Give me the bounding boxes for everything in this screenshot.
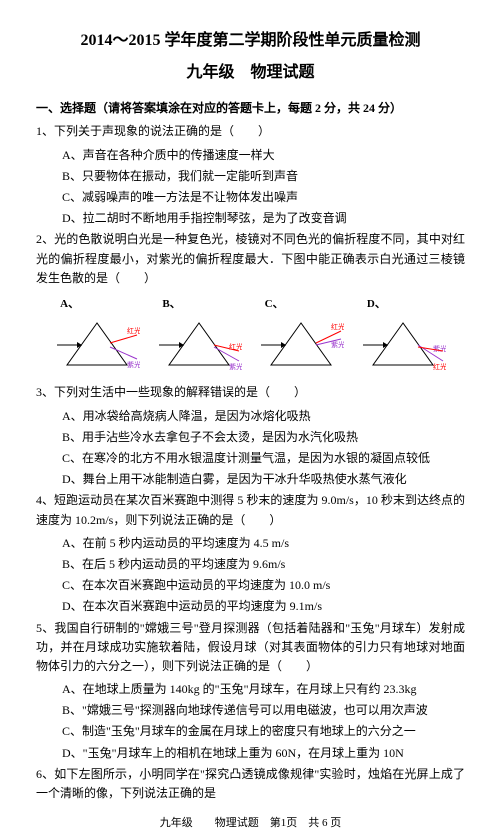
purple-label-d: 紫光	[433, 344, 446, 353]
q5-optB: B、"嫦娥三号"探测器向地球传递信号可以用电磁波，也可以用次声波	[36, 701, 465, 720]
prism-a-label: A、	[60, 296, 79, 314]
q3-optA: A、用冰袋给高烧病人降温，是因为冰熔化吸热	[36, 407, 465, 426]
prism-c-label: C、	[265, 296, 284, 314]
red-label-c: 红光	[331, 322, 344, 331]
q1-stem: 1、下列关于声现象的说法正确的是（ ）	[36, 122, 465, 141]
q2-stem: 2、光的色散说明白光是一种复色光，棱镜对不同色光的偏折程度不同，其中对红光的偏折…	[36, 230, 465, 288]
q3-optC: C、在寒冷的北方不用水银温度计测量气温，是因为水银的凝固点较低	[36, 449, 465, 468]
title-main: 2014～2015 学年度第二学期阶段性单元质量检测	[36, 28, 465, 54]
prism-a-svg: 红光 紫光	[55, 315, 140, 373]
q6-stem: 6、如下左图所示，小明同学在"探究凸透镜成像规律"实验时，烛焰在光屏上成了一个清…	[36, 765, 465, 803]
q4-optC: C、在本次百米赛跑中运动员的平均速度为 10.0 m/s	[36, 576, 465, 595]
prism-b-svg: 红光 紫光	[157, 315, 242, 373]
title-sub: 九年级 物理试题	[36, 60, 465, 86]
q1-optB: B、只要物体在振动，我们就一定能听到声音	[36, 167, 465, 186]
section-header: 一、选择题（请将答案填涂在对应的答题卡上，每题 2 分，共 24 分）	[36, 99, 465, 118]
q1-optD: D、拉二胡时不断地用手指控制琴弦，是为了改变音调	[36, 209, 465, 228]
q3-optD: D、舞台上用干冰能制造白雾，是因为干冰升华吸热使水蒸气液化	[36, 470, 465, 489]
q1-optA: A、声音在各种介质中的传播速度一样大	[36, 146, 465, 165]
q3-optB: B、用手沾些冷水去拿包子不会太烫，是因为水汽化吸热	[36, 428, 465, 447]
purple-label-a: 紫光	[127, 360, 140, 369]
q4-optD: D、在本次百米赛跑中运动员的平均速度为 9.1m/s	[36, 597, 465, 616]
q5-stem: 5、我国自行研制的"嫦娥三号"登月探测器（包括着陆器和"玉兔"月球车）发射成功，…	[36, 619, 465, 677]
q5-optD: D、"玉兔"月球车上的相机在地球上重为 60N，在月球上重为 10N	[36, 744, 465, 763]
q3-stem: 3、下列对生活中一些现象的解释错误的是（ ）	[36, 383, 465, 402]
q4-optB: B、在后 5 秒内运动员的平均速度为 9.6m/s	[36, 555, 465, 574]
q5-optA: A、在地球上质量为 140kg 的"玉兔"月球车，在月球上只有约 23.3kg	[36, 680, 465, 699]
q1-optC: C、减弱噪声的唯一方法是不让物体发出噪声	[36, 188, 465, 207]
q4-stem: 4、短跑运动员在某次百米赛跑中测得 5 秒末的速度为 9.0m/s，10 秒末到…	[36, 491, 465, 529]
purple-label-c: 紫光	[331, 340, 344, 349]
red-label-a: 红光	[127, 326, 140, 335]
prism-b: B、 红光 紫光	[154, 296, 244, 374]
prism-b-label: B、	[162, 296, 180, 314]
q4-optA: A、在前 5 秒内运动员的平均速度为 4.5 m/s	[36, 534, 465, 553]
purple-label-b: 紫光	[229, 362, 242, 371]
prism-row: A、 红光 紫光 B、 红光 紫光 C、 红光	[36, 296, 465, 374]
red-label-d: 红光	[433, 362, 446, 371]
prism-d-svg: 紫光 红光	[361, 315, 446, 373]
prism-a: A、 红光 紫光	[52, 296, 142, 374]
prism-d: D、 紫光 红光	[359, 296, 449, 374]
prism-b-svg: 红光 紫光	[259, 315, 344, 373]
red-label-b: 红光	[229, 342, 242, 351]
page-footer: 九年级 物理试题 第1页 共 6 页	[36, 815, 465, 833]
prism-d-label: D、	[367, 296, 386, 314]
prism-c: C、 红光 紫光	[257, 296, 347, 374]
q5-optC: C、制造"玉兔"月球车的金属在月球上的密度只有地球上的六分之一	[36, 722, 465, 741]
